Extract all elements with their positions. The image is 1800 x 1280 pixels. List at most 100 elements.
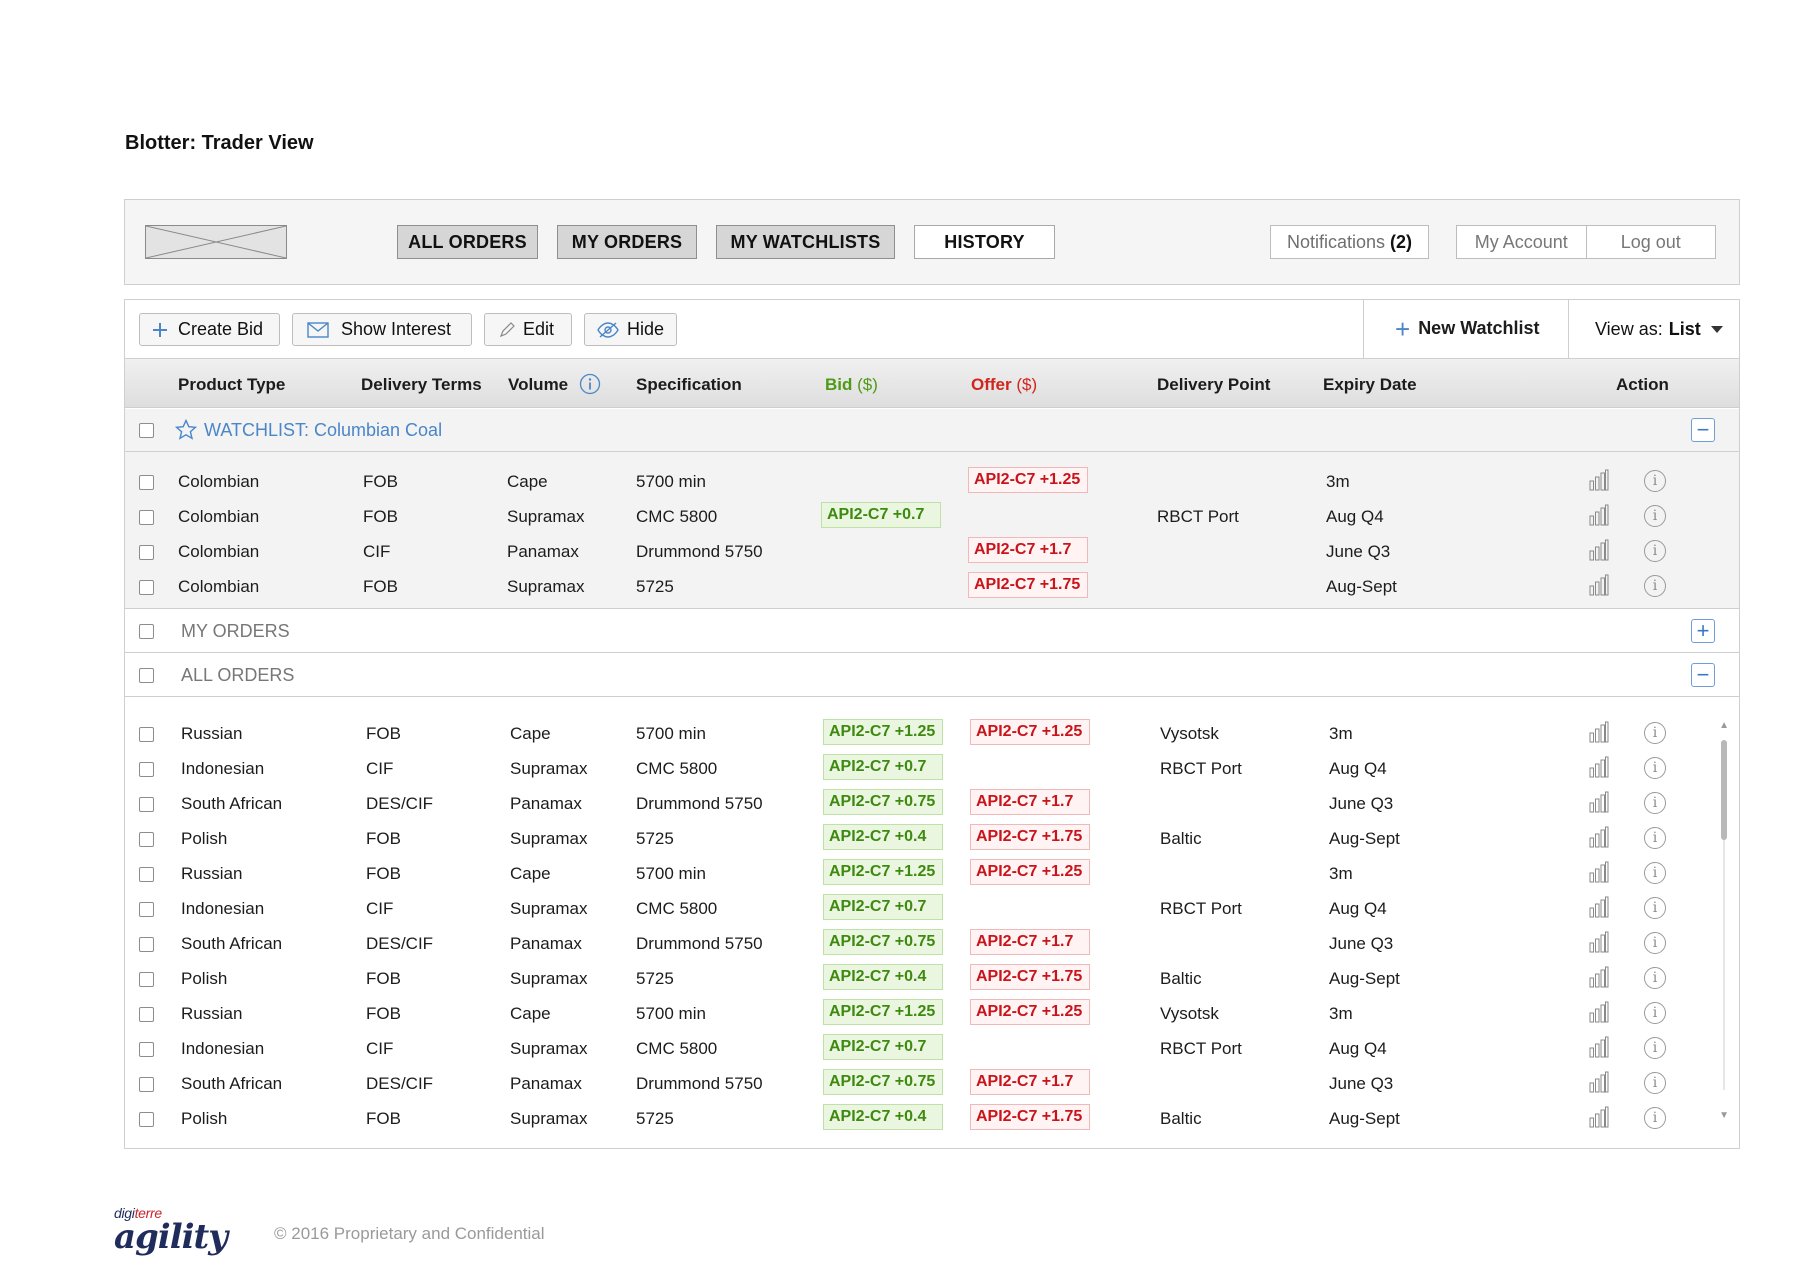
- bar-chart-icon[interactable]: [1589, 574, 1609, 601]
- bar-chart-icon[interactable]: [1589, 931, 1609, 958]
- offer-price[interactable]: API2-C7 +1.7: [970, 789, 1090, 815]
- bid-price[interactable]: API2-C7 +0.4: [823, 964, 943, 990]
- table-row[interactable]: Colombian FOB Supramax CMC 5800 RBCT Port Aug…: [125, 499, 1739, 534]
- row-checkbox[interactable]: [139, 797, 154, 812]
- hide-button[interactable]: Hide: [584, 313, 677, 346]
- tab-my-orders[interactable]: MY ORDERS: [557, 225, 697, 259]
- row-checkbox[interactable]: [139, 762, 154, 777]
- info-icon[interactable]: i: [1644, 792, 1666, 814]
- row-checkbox[interactable]: [139, 1007, 154, 1022]
- bar-chart-icon[interactable]: [1589, 504, 1609, 531]
- tab-history[interactable]: HISTORY: [914, 225, 1055, 259]
- info-icon[interactable]: i: [1644, 1107, 1666, 1129]
- bid-price[interactable]: API2-C7 +0.75: [823, 1069, 943, 1095]
- table-row[interactable]: South African DES/CIF Panamax Drummond 5750…: [125, 786, 1739, 821]
- row-checkbox[interactable]: [139, 545, 154, 560]
- info-icon[interactable]: i: [1644, 967, 1666, 989]
- my-account-button[interactable]: My Account: [1474, 231, 1568, 252]
- bar-chart-icon[interactable]: [1589, 539, 1609, 566]
- row-checkbox[interactable]: [139, 902, 154, 917]
- offer-price[interactable]: API2-C7 +1.7: [970, 1069, 1090, 1095]
- scroll-down-arrow[interactable]: ▼: [1719, 1110, 1729, 1121]
- bar-chart-icon[interactable]: [1589, 469, 1609, 496]
- bid-price[interactable]: API2-C7 +1.25: [823, 859, 943, 885]
- info-icon[interactable]: i: [1644, 862, 1666, 884]
- table-row[interactable]: South African DES/CIF Panamax Drummond 5750…: [125, 926, 1739, 961]
- star-icon[interactable]: [174, 418, 198, 446]
- info-icon[interactable]: i: [1644, 505, 1666, 527]
- table-row[interactable]: Indonesian CIF Supramax CMC 5800 RBCT Port Au…: [125, 1031, 1739, 1066]
- offer-price[interactable]: API2-C7 +1.25: [968, 467, 1088, 493]
- show-interest-button[interactable]: Show Interest: [292, 313, 472, 346]
- bar-chart-icon[interactable]: [1589, 1071, 1609, 1098]
- edit-button[interactable]: Edit: [484, 313, 572, 346]
- offer-price[interactable]: API2-C7 +1.25: [970, 999, 1090, 1025]
- table-row[interactable]: Russian FOB Cape 5700 min Vysotsk 3m API2-C7 +…: [125, 716, 1739, 751]
- row-checkbox[interactable]: [139, 1042, 154, 1057]
- bid-price[interactable]: API2-C7 +0.4: [823, 1104, 943, 1130]
- info-icon[interactable]: i: [1644, 540, 1666, 562]
- notifications-button[interactable]: Notifications (2): [1270, 225, 1429, 259]
- row-checkbox[interactable]: [139, 972, 154, 987]
- offer-price[interactable]: API2-C7 +1.75: [970, 824, 1090, 850]
- table-row[interactable]: Polish FOB Supramax 5725 Baltic Aug-Sept API2-…: [125, 961, 1739, 996]
- table-row[interactable]: Russian FOB Cape 5700 min 3m API2-C7 +1.25 API…: [125, 856, 1739, 891]
- table-row[interactable]: Russian FOB Cape 5700 min Vysotsk 3m API2-C7 +…: [125, 996, 1739, 1031]
- col-expiry-date[interactable]: Expiry Date: [1323, 375, 1417, 394]
- col-offer[interactable]: Offer ($): [971, 375, 1038, 394]
- bid-price[interactable]: API2-C7 +0.7: [823, 894, 943, 920]
- col-delivery-point[interactable]: Delivery Point: [1157, 375, 1271, 394]
- table-row[interactable]: Colombian CIF Panamax Drummond 5750 June Q3 A…: [125, 534, 1739, 569]
- bar-chart-icon[interactable]: [1589, 1106, 1609, 1133]
- col-delivery-terms[interactable]: Delivery Terms: [361, 375, 482, 394]
- info-icon[interactable]: i: [1644, 1072, 1666, 1094]
- create-bid-button[interactable]: Create Bid: [139, 313, 280, 346]
- bar-chart-icon[interactable]: [1589, 721, 1609, 748]
- row-checkbox[interactable]: [139, 510, 154, 525]
- col-volume[interactable]: Volume: [508, 375, 569, 394]
- offer-price[interactable]: API2-C7 +1.25: [970, 859, 1090, 885]
- table-row[interactable]: Colombian FOB Supramax 5725 Aug-Sept API2-C7 …: [125, 569, 1739, 604]
- scrollbar-thumb[interactable]: [1721, 740, 1727, 840]
- offer-price[interactable]: API2-C7 +1.25: [970, 719, 1090, 745]
- info-icon[interactable]: i: [1644, 1002, 1666, 1024]
- bar-chart-icon[interactable]: [1589, 966, 1609, 993]
- info-icon[interactable]: i: [1644, 1037, 1666, 1059]
- bid-price[interactable]: API2-C7 +0.7: [823, 1034, 943, 1060]
- bid-price[interactable]: API2-C7 +0.75: [823, 929, 943, 955]
- info-icon[interactable]: i: [1644, 470, 1666, 492]
- row-checkbox[interactable]: [139, 832, 154, 847]
- table-row[interactable]: Polish FOB Supramax 5725 Baltic Aug-Sept API2-…: [125, 821, 1739, 856]
- row-checkbox[interactable]: [139, 475, 154, 490]
- new-watchlist-button[interactable]: + New Watchlist: [1395, 316, 1540, 342]
- col-specification[interactable]: Specification: [636, 375, 742, 394]
- row-checkbox[interactable]: [139, 580, 154, 595]
- table-row[interactable]: Colombian FOB Cape 5700 min 3m API2-C7 +1.25 i: [125, 464, 1739, 499]
- bid-price[interactable]: API2-C7 +0.7: [821, 502, 941, 528]
- table-row[interactable]: South African DES/CIF Panamax Drummond 5750…: [125, 1066, 1739, 1101]
- info-icon[interactable]: [579, 373, 601, 400]
- expand-my-orders-button[interactable]: +: [1691, 619, 1715, 643]
- all-orders-title[interactable]: ALL ORDERS: [181, 664, 295, 685]
- bar-chart-icon[interactable]: [1589, 826, 1609, 853]
- tab-my-watchlists[interactable]: MY WATCHLISTS: [716, 225, 895, 259]
- bar-chart-icon[interactable]: [1589, 896, 1609, 923]
- bid-price[interactable]: API2-C7 +1.25: [823, 999, 943, 1025]
- bar-chart-icon[interactable]: [1589, 756, 1609, 783]
- bid-price[interactable]: API2-C7 +0.75: [823, 789, 943, 815]
- bid-price[interactable]: API2-C7 +0.7: [823, 754, 943, 780]
- all-orders-checkbox[interactable]: [139, 667, 154, 683]
- row-checkbox[interactable]: [139, 1112, 154, 1127]
- row-checkbox[interactable]: [139, 867, 154, 882]
- table-row[interactable]: Indonesian CIF Supramax CMC 5800 RBCT Port Au…: [125, 891, 1739, 926]
- scroll-up-arrow[interactable]: ▲: [1719, 720, 1729, 731]
- my-orders-title[interactable]: MY ORDERS: [181, 620, 290, 641]
- row-checkbox[interactable]: [139, 727, 154, 742]
- scrollbar-track[interactable]: [1723, 740, 1725, 1090]
- bid-price[interactable]: API2-C7 +0.4: [823, 824, 943, 850]
- info-icon[interactable]: i: [1644, 827, 1666, 849]
- watchlist-checkbox[interactable]: [139, 422, 154, 438]
- view-as-dropdown[interactable]: View as: List: [1595, 319, 1723, 340]
- bid-price[interactable]: API2-C7 +1.25: [823, 719, 943, 745]
- offer-price[interactable]: API2-C7 +1.75: [968, 572, 1088, 598]
